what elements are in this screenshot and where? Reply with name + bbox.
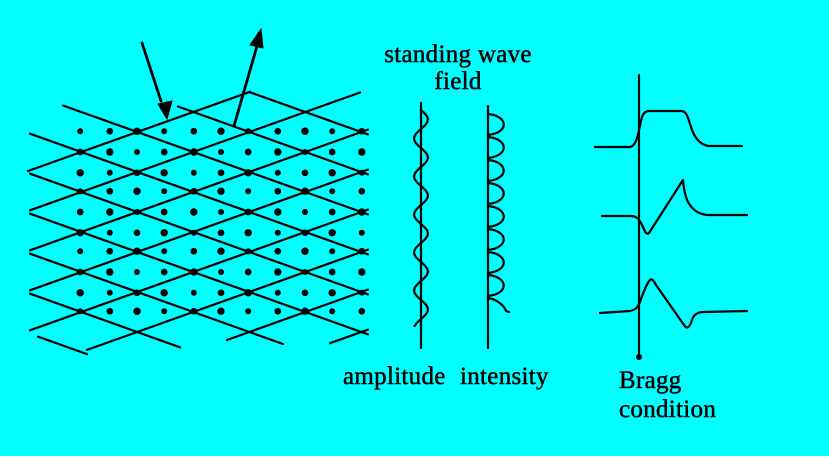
amplitude-label: amplitude <box>343 363 446 391</box>
bottom-white-strip <box>0 456 829 461</box>
crystal-lattice-lines <box>26 90 370 356</box>
bragg-condition-label: Bragg condition <box>619 366 716 424</box>
standing-wave-field-label: standing wave field <box>330 41 586 96</box>
bragg-curves <box>593 109 749 329</box>
standing-wave-field-label-line1: standing wave <box>384 41 532 69</box>
bragg-condition-label-line1: Bragg <box>619 367 682 395</box>
bragg-condition-label-line2: condition <box>619 396 717 424</box>
bragg-axis <box>636 73 642 360</box>
intensity-wave <box>486 104 511 350</box>
amplitude-wave <box>412 101 430 350</box>
reflected-beam-arrow <box>232 27 264 128</box>
standing-wave-field-label-line2: field <box>434 68 482 96</box>
crystal-lattice-dots <box>76 127 366 315</box>
incident-beam-arrow <box>140 41 173 121</box>
intensity-label: intensity <box>460 363 549 391</box>
